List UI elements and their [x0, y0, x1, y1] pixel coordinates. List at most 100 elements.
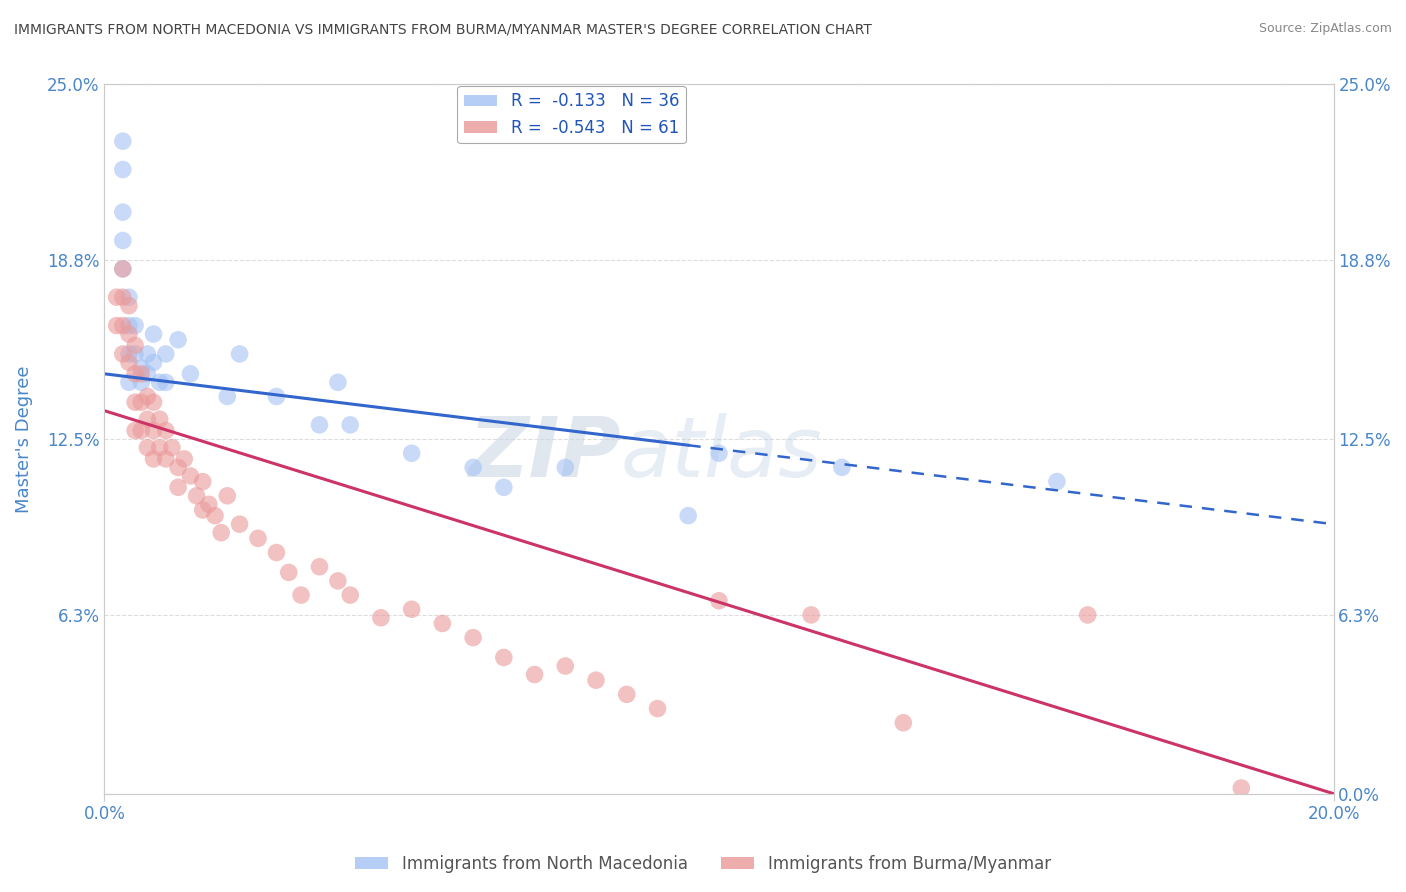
- Point: [124, 338, 146, 352]
- Point: [136, 347, 159, 361]
- Point: [118, 376, 141, 390]
- Point: [647, 701, 669, 715]
- Point: [124, 318, 146, 333]
- Point: [173, 451, 195, 466]
- Point: [136, 390, 159, 404]
- Point: [401, 602, 423, 616]
- Point: [111, 261, 134, 276]
- Text: ZIP: ZIP: [468, 413, 620, 494]
- Point: [266, 390, 288, 404]
- Point: [326, 376, 349, 390]
- Point: [129, 367, 152, 381]
- Point: [228, 347, 250, 361]
- Point: [1077, 607, 1099, 622]
- Point: [118, 327, 141, 342]
- Point: [111, 205, 134, 219]
- Point: [129, 376, 152, 390]
- Point: [167, 460, 190, 475]
- Point: [124, 424, 146, 438]
- Point: [800, 607, 823, 622]
- Point: [136, 412, 159, 426]
- Point: [124, 395, 146, 409]
- Point: [308, 417, 330, 432]
- Point: [149, 376, 172, 390]
- Point: [111, 347, 134, 361]
- Point: [149, 412, 172, 426]
- Point: [155, 424, 177, 438]
- Y-axis label: Master's Degree: Master's Degree: [15, 366, 32, 513]
- Point: [432, 616, 454, 631]
- Point: [118, 318, 141, 333]
- Point: [155, 451, 177, 466]
- Point: [198, 497, 221, 511]
- Text: atlas: atlas: [620, 413, 823, 494]
- Point: [142, 355, 165, 369]
- Point: [492, 650, 515, 665]
- Point: [111, 234, 134, 248]
- Point: [167, 333, 190, 347]
- Point: [461, 460, 484, 475]
- Point: [105, 318, 128, 333]
- Point: [492, 480, 515, 494]
- Point: [339, 588, 361, 602]
- Text: IMMIGRANTS FROM NORTH MACEDONIA VS IMMIGRANTS FROM BURMA/MYANMAR MASTER'S DEGREE: IMMIGRANTS FROM NORTH MACEDONIA VS IMMIG…: [14, 22, 872, 37]
- Point: [136, 367, 159, 381]
- Text: Source: ZipAtlas.com: Source: ZipAtlas.com: [1258, 22, 1392, 36]
- Point: [105, 290, 128, 304]
- Point: [129, 361, 152, 376]
- Point: [1046, 475, 1069, 489]
- Point: [149, 441, 172, 455]
- Point: [585, 673, 607, 688]
- Point: [228, 517, 250, 532]
- Point: [277, 566, 299, 580]
- Point: [204, 508, 226, 523]
- Point: [155, 347, 177, 361]
- Point: [118, 347, 141, 361]
- Point: [111, 290, 134, 304]
- Point: [370, 611, 392, 625]
- Point: [217, 489, 239, 503]
- Point: [136, 441, 159, 455]
- Point: [142, 424, 165, 438]
- Point: [129, 395, 152, 409]
- Point: [339, 417, 361, 432]
- Point: [118, 355, 141, 369]
- Point: [266, 545, 288, 559]
- Point: [461, 631, 484, 645]
- Point: [217, 390, 239, 404]
- Point: [142, 451, 165, 466]
- Point: [111, 318, 134, 333]
- Point: [111, 134, 134, 148]
- Point: [523, 667, 546, 681]
- Point: [142, 327, 165, 342]
- Point: [186, 489, 208, 503]
- Point: [167, 480, 190, 494]
- Point: [155, 376, 177, 390]
- Point: [326, 574, 349, 588]
- Point: [118, 290, 141, 304]
- Point: [831, 460, 853, 475]
- Point: [191, 475, 214, 489]
- Point: [111, 261, 134, 276]
- Point: [616, 687, 638, 701]
- Point: [247, 532, 270, 546]
- Legend: R =  -0.133   N = 36, R =  -0.543   N = 61: R = -0.133 N = 36, R = -0.543 N = 61: [457, 86, 686, 144]
- Point: [209, 525, 232, 540]
- Point: [707, 594, 730, 608]
- Point: [707, 446, 730, 460]
- Point: [401, 446, 423, 460]
- Point: [191, 503, 214, 517]
- Point: [308, 559, 330, 574]
- Point: [142, 395, 165, 409]
- Point: [124, 367, 146, 381]
- Point: [1230, 780, 1253, 795]
- Point: [891, 715, 914, 730]
- Point: [160, 441, 183, 455]
- Point: [111, 162, 134, 177]
- Point: [676, 508, 699, 523]
- Point: [118, 299, 141, 313]
- Point: [179, 469, 201, 483]
- Point: [129, 424, 152, 438]
- Point: [554, 659, 576, 673]
- Point: [290, 588, 312, 602]
